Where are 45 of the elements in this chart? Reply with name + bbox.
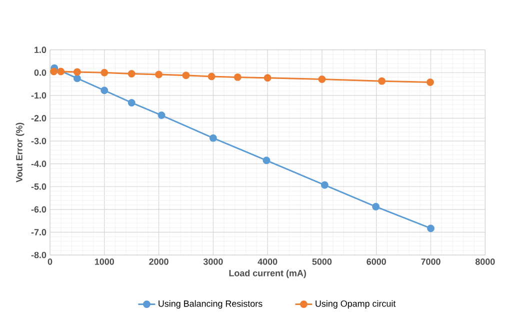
point: [262, 156, 270, 164]
point: [128, 70, 136, 78]
point: [155, 70, 163, 78]
point: [73, 74, 81, 82]
point: [182, 72, 190, 80]
point: [378, 77, 386, 85]
point: [234, 73, 242, 81]
point: [100, 68, 108, 76]
y-tick-label: -1.0: [31, 92, 46, 99]
x-axis-title: Load current (mA): [229, 270, 306, 278]
x-tick-label: 7000: [421, 258, 440, 265]
point: [208, 72, 216, 80]
x-tick-label: 0: [48, 258, 52, 265]
point: [427, 224, 435, 232]
point: [372, 202, 380, 210]
x-tick-label: 8000: [475, 258, 495, 265]
x-tick-label: 5000: [312, 258, 332, 265]
legend-label: Using Balancing Resistors: [158, 300, 262, 309]
x-tick-label: 6000: [366, 258, 386, 265]
y-tick-label: -8.0: [31, 252, 46, 258]
y-tick-label: -2.0: [31, 115, 46, 122]
x-tick-label: 1000: [94, 258, 114, 265]
point: [426, 78, 434, 86]
point: [209, 134, 217, 142]
point: [57, 68, 65, 76]
x-tick-label: 2000: [149, 258, 168, 265]
y-tick-label: -6.0: [31, 206, 46, 213]
point: [128, 98, 136, 106]
point: [73, 68, 81, 76]
y-tick-label: -5.0: [31, 183, 46, 190]
point: [100, 86, 108, 94]
y-axis-title: Vout Error (%): [16, 122, 24, 182]
legend-label: Using Opamp circuit: [316, 300, 396, 309]
y-tick-label: -3.0: [31, 138, 46, 144]
point: [318, 76, 326, 83]
point: [320, 181, 328, 189]
y-tick-label: -7.0: [31, 229, 46, 236]
point: [158, 112, 166, 120]
point: [50, 68, 58, 76]
x-tick-label: 3000: [203, 258, 223, 265]
y-tick-label: 0.0: [34, 69, 46, 76]
point: [264, 74, 272, 82]
y-tick-label: 1.0: [34, 46, 46, 54]
x-tick-label: 4000: [258, 258, 278, 265]
y-tick-label: -4.0: [31, 160, 46, 167]
